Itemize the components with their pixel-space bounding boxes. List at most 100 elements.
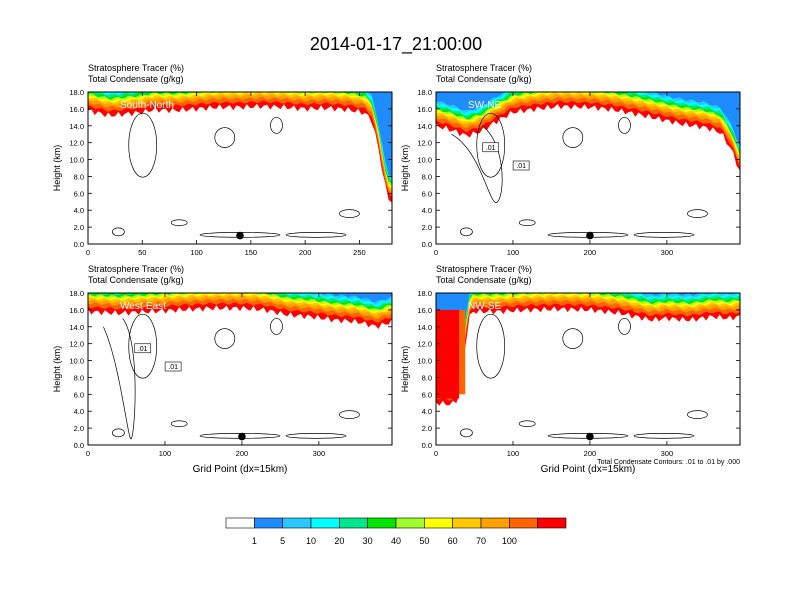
tracer-band-3 [88,92,392,192]
y-tick-label: 10.0 [417,357,432,366]
contour-3 [170,219,188,227]
header-tracer: Stratosphere Tracer (%) [436,63,532,73]
y-tick-label: 8.0 [74,373,84,382]
x-tick-label: 0 [86,449,90,458]
y-tick-label: 16.0 [417,306,432,315]
plot-frame [87,91,393,245]
colorbar-swatch-2 [282,517,312,529]
contour-3 [518,219,536,227]
x-tick-label: 200 [299,248,312,257]
panels: Stratosphere Tracer (%)Total Condensate … [52,63,741,475]
colorbar-swatch-7 [424,517,453,529]
contour-label-box-1 [512,160,530,171]
contour-7 [460,428,473,438]
colorbar-label: 100 [502,536,517,546]
location-marker [238,432,246,441]
contour-6 [339,209,360,218]
x-tick-label: 100 [507,248,520,257]
contour-1 [214,328,236,349]
x-tick-label: 150 [245,248,258,257]
contour-6 [339,410,360,419]
tracer-bands [436,293,740,406]
contour-7 [112,428,125,438]
contour-7 [112,227,125,237]
contour-main [103,318,136,439]
location-marker [586,432,594,441]
colorbar-label: 30 [363,536,373,546]
panel-label: West-East [120,301,166,312]
colorbar-label: 70 [476,536,486,546]
contour-5 [285,433,347,439]
x-tick-label: 0 [434,449,438,458]
plot-frame [435,91,741,245]
location-marker [236,231,244,240]
contour-1 [214,127,236,148]
panel-south-north: Stratosphere Tracer (%)Total Condensate … [52,63,393,257]
contour-2 [270,117,283,134]
header-tracer: Stratosphere Tracer (%) [436,264,532,274]
contour-1 [562,328,584,349]
contour-0 [128,112,158,178]
y-tick-label: 10.0 [417,156,432,165]
contour-label-1: .01 [516,163,526,170]
y-tick-label: 4.0 [74,407,84,416]
colorbar-swatch-5 [367,517,397,529]
colorbar-swatch-4 [339,517,368,529]
y-axis-label: Height (km) [400,346,410,393]
contour-5 [633,232,695,238]
y-tick-label: 12.0 [69,139,84,148]
y-tick-label: 2.0 [422,424,432,433]
colorbar-label: 60 [448,536,458,546]
y-tick-label: 16.0 [417,105,432,114]
contour-label-box-0 [482,142,500,153]
colorbar-label: 5 [280,536,285,546]
colorbar: 1 5 10 20 30 40 50 60 70 100 [225,517,567,546]
y-tick-label: 12.0 [69,340,84,349]
contour-label-0: .01 [138,346,148,353]
header-condensate: Total Condensate (g/kg) [88,74,184,84]
y-tick-label: 2.0 [422,223,432,232]
colorbar-label: 10 [306,536,316,546]
header-tracer: Stratosphere Tracer (%) [88,63,184,73]
colorbar-label: 50 [419,536,429,546]
panel-west-east: Stratosphere Tracer (%)Total Condensate … [52,264,393,475]
y-tick-label: 18.0 [69,88,84,97]
y-tick-label: 2.0 [74,223,84,232]
y-tick-label: 8.0 [74,172,84,181]
colorbar-swatch-0 [225,517,255,529]
y-axis-label: Height (km) [52,346,62,393]
x-tick-label: 0 [86,248,90,257]
contour-0 [476,112,506,178]
contour-label-box-1 [164,361,182,372]
contour-3 [170,420,188,428]
plot-frame [435,292,741,446]
y-axis-label: Height (km) [400,145,410,192]
contour-2 [618,117,631,134]
panel-label: SW-NE [468,100,501,111]
plot-frame [87,292,393,446]
y-tick-label: 8.0 [422,172,432,181]
contour-3 [518,420,536,428]
tracer-band-10 [436,293,740,380]
x-tick-label: 100 [190,248,203,257]
colorbar-swatch-6 [395,517,425,529]
colorbar-label: 20 [334,536,344,546]
y-tick-label: 6.0 [74,189,84,198]
x-tick-label: 100 [159,449,172,458]
tracer-band-2 [436,92,740,165]
contour-6 [687,410,708,419]
contour-1 [562,127,584,148]
y-tick-label: 18.0 [417,289,432,298]
x-tick-label: 250 [353,248,366,257]
x-tick-label: 200 [584,449,597,458]
tracer-bands [436,92,740,171]
contour-5 [285,232,347,238]
y-tick-label: 10.0 [69,357,84,366]
y-tick-label: 16.0 [69,306,84,315]
colorbar-swatch-1 [254,517,283,529]
tracer-column [436,309,460,399]
y-tick-label: 12.0 [417,139,432,148]
colorbar-label: 1 [252,536,257,546]
condensate-contours [460,313,708,439]
